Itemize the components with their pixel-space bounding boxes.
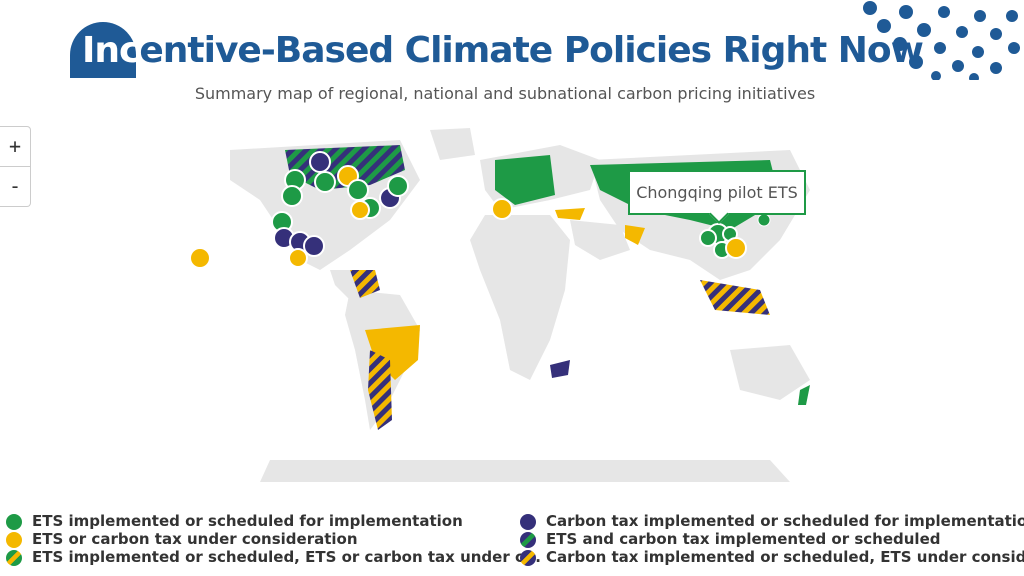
- green-swatch-icon: [6, 514, 22, 530]
- map-legend: ETS implemented or scheduled for impleme…: [0, 508, 1024, 576]
- legend-item[interactable]: ETS or carbon tax under consideration: [6, 530, 358, 548]
- page-subtitle: Summary map of regional, national and su…: [194, 84, 816, 103]
- page-title: Incentive-Based Climate Policies Right N…: [82, 30, 924, 71]
- green-yellow-swatch-icon: [6, 550, 22, 566]
- zoom-control: + -: [0, 126, 31, 207]
- decorative-dots: [863, 1, 1020, 80]
- zoom-out-button[interactable]: -: [0, 166, 30, 206]
- title-rest: entive-Based Climate Policies Right Now: [139, 30, 924, 71]
- purple-yellow-swatch-icon: [520, 550, 536, 566]
- legend-item[interactable]: ETS implemented or scheduled for impleme…: [6, 512, 463, 530]
- title-badge: [70, 22, 136, 78]
- legend-label: ETS implemented or scheduled, ETS or car…: [32, 548, 541, 566]
- zoom-in-button[interactable]: +: [8, 134, 22, 158]
- yellow-swatch-icon: [6, 532, 22, 548]
- legend-label: ETS implemented or scheduled for impleme…: [32, 512, 463, 530]
- purple-swatch-icon: [520, 514, 536, 530]
- legend-label: ETS and carbon tax implemented or schedu…: [546, 530, 941, 548]
- legend-item[interactable]: ETS implemented or scheduled, ETS or car…: [6, 548, 541, 566]
- region-tooltip: Chongqing pilot ETS: [628, 170, 806, 215]
- green-purple-swatch-icon: [520, 532, 536, 548]
- legend-item[interactable]: Carbon tax implemented or scheduled, ETS…: [520, 548, 1024, 566]
- legend-label: Carbon tax implemented or scheduled, ETS…: [546, 548, 1024, 566]
- legend-label: Carbon tax implemented or scheduled for …: [546, 512, 1024, 530]
- legend-label: ETS or carbon tax under consideration: [32, 530, 358, 548]
- policy-markers: [189, 151, 771, 269]
- title-highlight: Inc: [82, 30, 140, 71]
- legend-item[interactable]: Carbon tax implemented or scheduled for …: [520, 512, 1024, 530]
- legend-item[interactable]: ETS and carbon tax implemented or schedu…: [520, 530, 941, 548]
